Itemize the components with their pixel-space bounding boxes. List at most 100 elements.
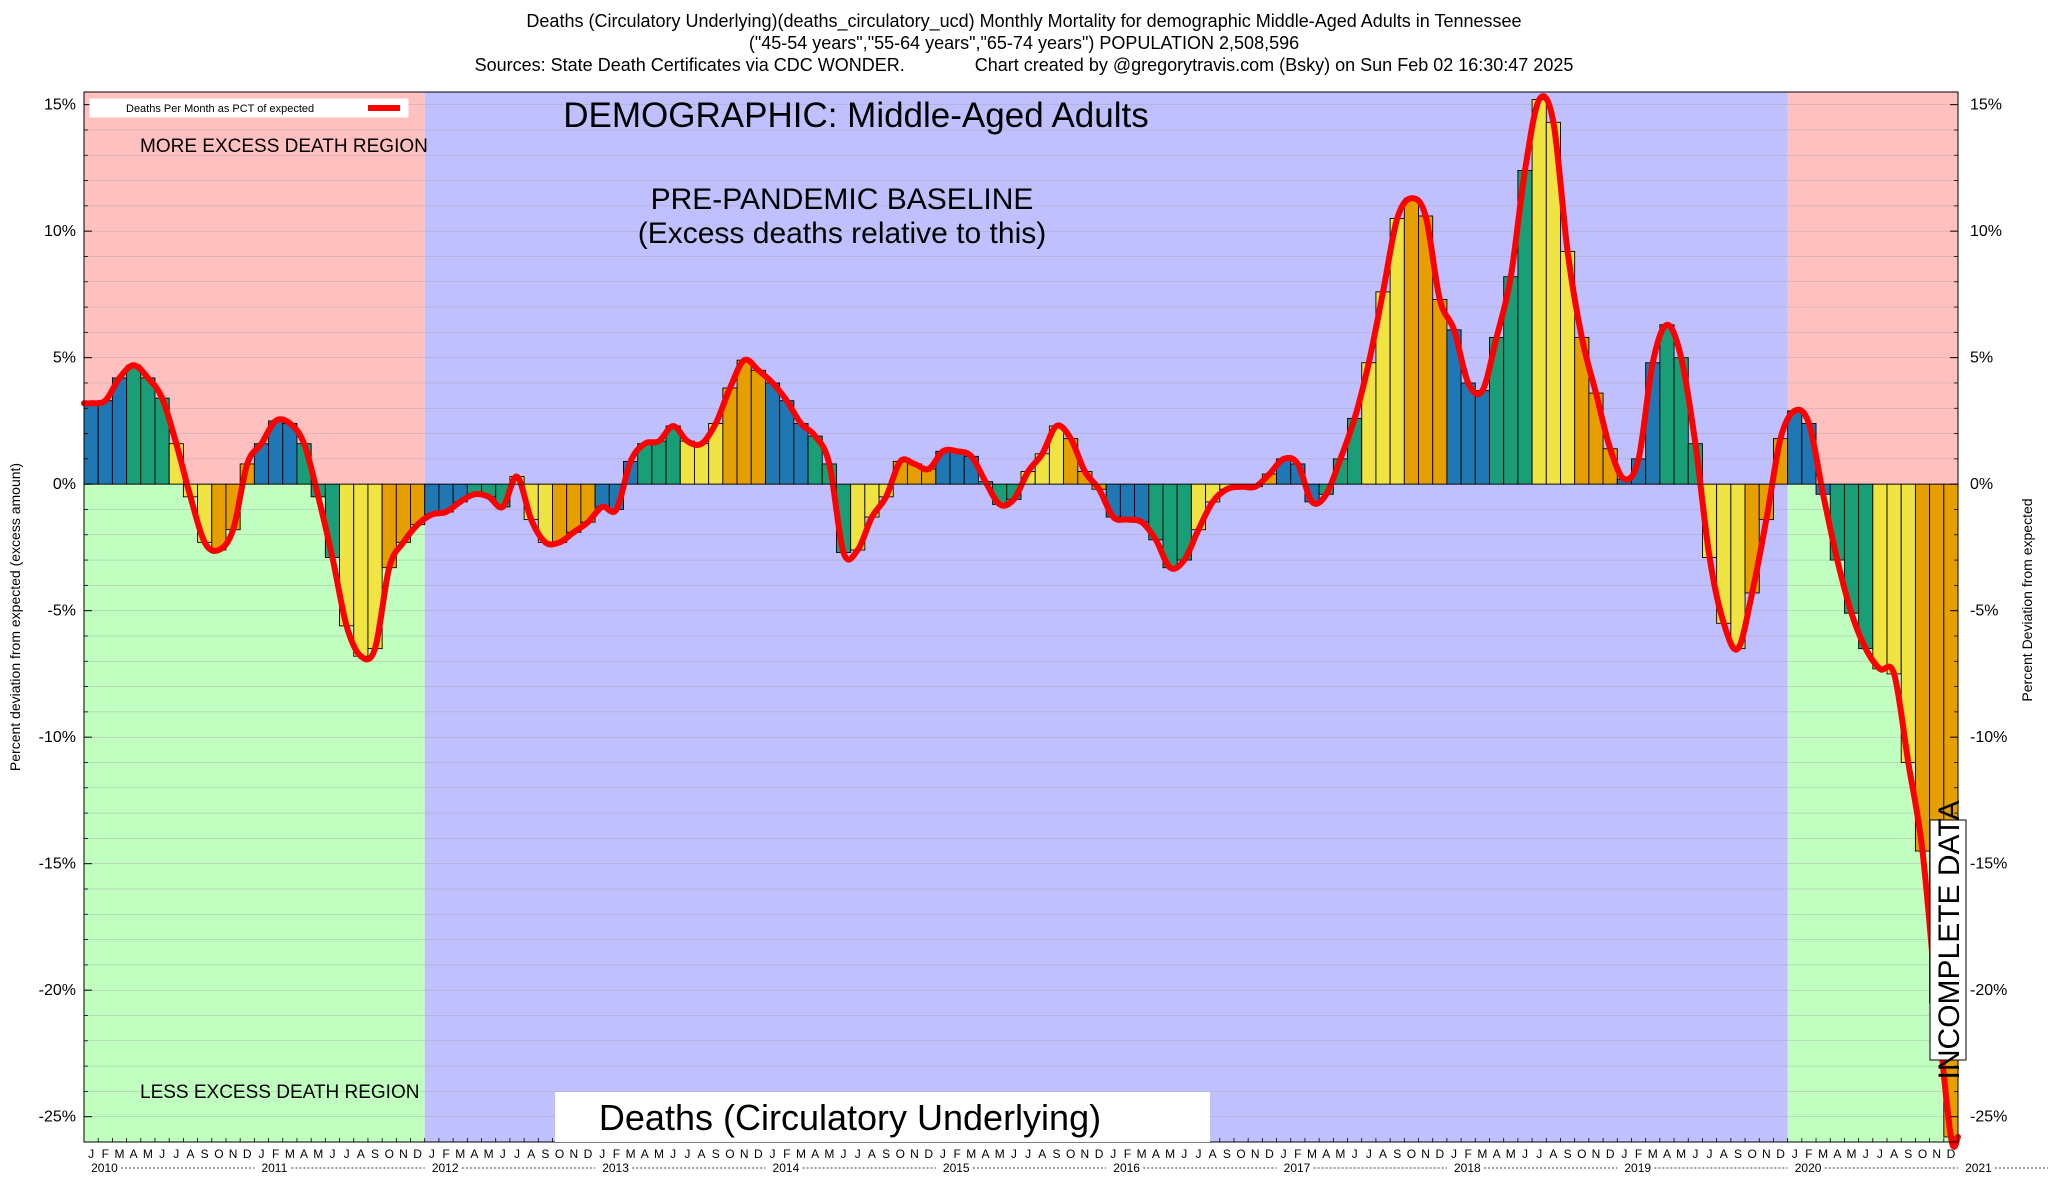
- x-month-label: O: [1407, 1147, 1416, 1161]
- x-month-label: N: [1932, 1147, 1941, 1161]
- x-month-label: O: [1066, 1147, 1075, 1161]
- x-month-label: M: [455, 1147, 465, 1161]
- x-month-label: J: [770, 1147, 776, 1161]
- bar: [1872, 483, 1888, 670]
- x-month-label: A: [1549, 1147, 1557, 1161]
- series-line: [81, 93, 1961, 1150]
- chart-title-block: Deaths (Circulatory Underlying)(deaths_c…: [0, 10, 2048, 76]
- x-month-label: O: [1236, 1147, 1245, 1161]
- bar: [1403, 197, 1419, 485]
- y-tick-label-left: -5%: [48, 603, 76, 620]
- x-month-label: J: [1181, 1147, 1187, 1161]
- x-month-label: M: [285, 1147, 295, 1161]
- series-line-group: [81, 93, 1961, 1150]
- x-month-label: J: [1792, 1147, 1798, 1161]
- x-month-label: J: [159, 1147, 165, 1161]
- x-month-label: S: [1393, 1147, 1401, 1161]
- x-month-label: J: [841, 1147, 847, 1161]
- y-tick-label-right: 15%: [1970, 97, 2002, 114]
- more-excess-region-right: [1787, 92, 1958, 485]
- x-month-label: J: [670, 1147, 676, 1161]
- x-month-label: J: [344, 1147, 350, 1161]
- x-month-label: J: [1877, 1147, 1883, 1161]
- x-month-label: O: [896, 1147, 905, 1161]
- x-month-label: S: [882, 1147, 890, 1161]
- x-month-label: D: [413, 1147, 422, 1161]
- x-month-label: A: [130, 1147, 138, 1161]
- x-month-label: N: [399, 1147, 408, 1161]
- x-month-label: A: [868, 1147, 876, 1161]
- bar: [694, 443, 710, 485]
- x-year-label: 2021: [1965, 1161, 1992, 1175]
- x-month-label: N: [910, 1147, 919, 1161]
- x-month-label: M: [995, 1147, 1005, 1161]
- chart-subtitle: ("45-54 years","55-64 years","65-74 year…: [748, 33, 1300, 53]
- x-month-label: D: [1776, 1147, 1785, 1161]
- background-regions: [84, 92, 1958, 1142]
- baseline-label-line2: (Excess deaths relative to this): [638, 217, 1047, 250]
- demographic-label: DEMOGRAPHIC: Middle-Aged Adults: [563, 96, 1148, 135]
- x-month-label: M: [1648, 1147, 1658, 1161]
- bar: [665, 425, 681, 485]
- x-month-label: A: [1038, 1147, 1046, 1161]
- y-axis-label-right: Percent Deviation from expected: [2019, 498, 2035, 701]
- bar: [594, 483, 610, 508]
- y-tick-label-right: 10%: [1970, 223, 2002, 240]
- x-month-label: F: [953, 1147, 960, 1161]
- x-month-label: D: [243, 1147, 252, 1161]
- x-month-label: M: [313, 1147, 323, 1161]
- x-month-label: A: [470, 1147, 478, 1161]
- bar: [736, 359, 752, 485]
- x-month-label: O: [555, 1147, 564, 1161]
- chart-title: Deaths (Circulatory Underlying)(deaths_c…: [526, 11, 1522, 31]
- bar: [1886, 483, 1902, 675]
- bar: [750, 369, 766, 485]
- x-month-label: M: [1307, 1147, 1317, 1161]
- bar: [140, 377, 156, 485]
- x-month-label: D: [584, 1147, 593, 1161]
- x-month-label: F: [1124, 1147, 1131, 1161]
- x-month-label: N: [1762, 1147, 1771, 1161]
- x-month-label: A: [300, 1147, 308, 1161]
- x-month-label: J: [684, 1147, 690, 1161]
- x-month-label: F: [1465, 1147, 1472, 1161]
- bar: [1119, 483, 1136, 521]
- y-tick-label-left: -20%: [39, 982, 76, 999]
- x-month-label: S: [1052, 1147, 1060, 1161]
- x-month-label: J: [514, 1147, 520, 1161]
- x-month-label: J: [1522, 1147, 1528, 1161]
- x-year-label: 2010: [91, 1161, 118, 1175]
- x-month-label: S: [371, 1147, 379, 1161]
- x-month-label: O: [214, 1147, 223, 1161]
- x-year-label: 2011: [261, 1161, 287, 1175]
- y-tick-label-right: -25%: [1970, 1109, 2007, 1126]
- less-excess-region-label: LESS EXCESS DEATH REGION: [140, 1082, 419, 1103]
- bar: [552, 483, 568, 543]
- x-month-label: D: [924, 1147, 933, 1161]
- bar: [1389, 218, 1405, 485]
- y-tick-label-left: -10%: [39, 729, 76, 746]
- x-month-label: S: [1904, 1147, 1912, 1161]
- x-year-label: 2017: [1284, 1161, 1311, 1175]
- x-month-label: M: [654, 1147, 664, 1161]
- axes: -25% -25% -20% -20% -15% -15% -10% -10% -5% -5% 0%…: [7, 91, 2048, 1175]
- x-month-label: M: [1818, 1147, 1828, 1161]
- bar: [111, 377, 128, 485]
- x-month-label: M: [1165, 1147, 1175, 1161]
- bar: [1914, 483, 1931, 852]
- x-month-label: A: [981, 1147, 989, 1161]
- y-tick-label-right: -15%: [1970, 856, 2007, 873]
- y-tick-label-right: 5%: [1970, 350, 1993, 367]
- bar: [765, 382, 781, 485]
- x-month-label: J: [940, 1147, 946, 1161]
- x-month-label: M: [114, 1147, 124, 1161]
- bar: [424, 483, 440, 515]
- x-month-label: J: [1707, 1147, 1713, 1161]
- bar: [793, 422, 809, 485]
- x-month-label: M: [143, 1147, 153, 1161]
- x-month-label: J: [1863, 1147, 1869, 1161]
- x-month-label: A: [357, 1147, 365, 1161]
- x-month-label: O: [725, 1147, 734, 1161]
- y-tick-label-right: -5%: [1970, 603, 1998, 620]
- incomplete-data-box: [1929, 819, 1967, 1061]
